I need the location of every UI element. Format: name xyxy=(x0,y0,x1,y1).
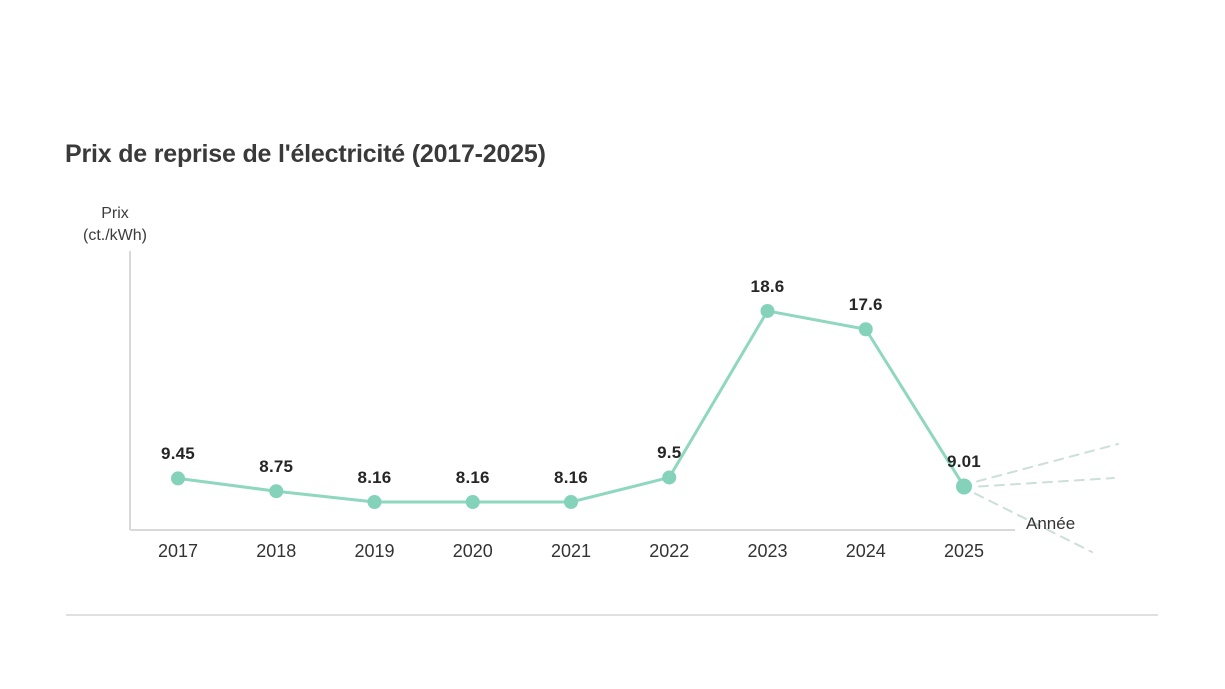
x-tick-2022: 2022 xyxy=(649,541,690,561)
x-axis-label: Année xyxy=(1026,514,1076,533)
x-tick-2019: 2019 xyxy=(354,541,395,561)
y-axis-label-line1: Prix xyxy=(101,205,129,222)
chart-title: Prix de reprise de l'électricité (2017-2… xyxy=(65,140,546,168)
projection-dashed-line-3 xyxy=(974,492,1093,553)
data-point-2025 xyxy=(956,478,972,495)
projection-dashed-line-1 xyxy=(976,443,1119,483)
value-label-2017: 9.45 xyxy=(161,444,195,464)
data-point-2017 xyxy=(171,471,185,486)
y-axis-label-line2: (ct./kWh) xyxy=(83,227,147,244)
x-tick-2023: 2023 xyxy=(747,541,788,561)
x-tick-2025: 2025 xyxy=(943,541,985,561)
value-label-2019: 8.16 xyxy=(357,468,392,487)
value-label-2018: 8.75 xyxy=(259,457,294,477)
y-axis-label: Prix (ct./kWh) xyxy=(70,203,160,247)
data-point-2022 xyxy=(662,470,677,485)
value-label-2020: 8.16 xyxy=(455,468,490,487)
x-tick-2020: 2020 xyxy=(452,541,493,561)
data-point-2021 xyxy=(564,495,578,509)
value-label-2024: 17.6 xyxy=(848,295,883,315)
value-label-2023: 18.6 xyxy=(750,276,785,296)
x-tick-2021: 2021 xyxy=(550,541,592,561)
x-tick-2018: 2018 xyxy=(256,541,297,561)
data-point-2023 xyxy=(760,303,775,318)
x-tick-2024: 2024 xyxy=(845,541,886,561)
value-label-2022: 9.5 xyxy=(657,443,682,463)
value-label-2021: 8.16 xyxy=(554,468,588,487)
value-label-2025: 9.01 xyxy=(947,452,981,472)
x-tick-2017: 2017 xyxy=(157,541,199,561)
data-point-2020 xyxy=(465,495,480,509)
bottom-divider xyxy=(66,614,1158,616)
projection-dashed-line-2 xyxy=(978,477,1115,488)
data-point-2024 xyxy=(858,322,873,337)
data-point-2018 xyxy=(269,484,284,499)
data-point-2019 xyxy=(367,495,382,509)
